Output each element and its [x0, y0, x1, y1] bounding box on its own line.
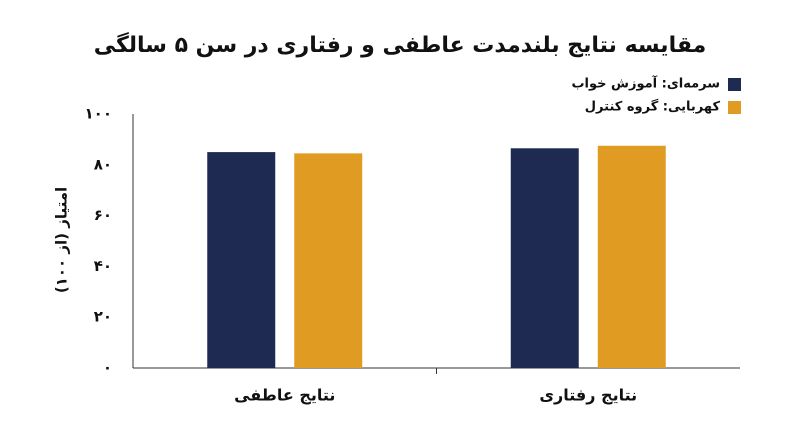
y-tick-label: ۴۰	[94, 257, 112, 275]
x-tick-label: نتایج عاطفی	[234, 386, 335, 405]
legend-label: سرمه‌ای: آموزش خواب	[571, 75, 720, 92]
bar	[597, 145, 666, 368]
y-axis-label: امتیاز (از ۱۰۰)	[53, 187, 71, 293]
x-tick-label: نتایج رفتاری	[539, 386, 637, 405]
legend-label: کهربایی: گروه کنترل	[585, 99, 721, 115]
y-tick-label: ۱۰۰	[85, 105, 112, 123]
y-tick-label: ۰	[103, 359, 112, 377]
bar	[510, 148, 579, 368]
y-tick-label: ۸۰	[94, 155, 112, 173]
bar	[294, 153, 363, 368]
y-tick-label: ۲۰	[94, 308, 112, 326]
bar	[207, 152, 276, 368]
legend-swatch	[728, 78, 741, 91]
y-tick-label: ۶۰	[94, 206, 112, 224]
chart-title: مقایسه نتایج بلندمدت عاطفی و رفتاری در س…	[94, 31, 707, 58]
legend-swatch	[728, 101, 741, 114]
